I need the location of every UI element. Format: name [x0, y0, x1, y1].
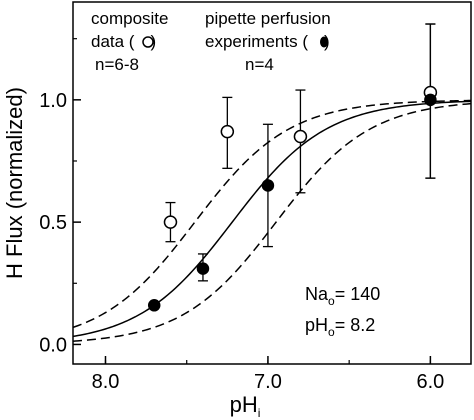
y-axis-ticks: 0.0 0.5 1.0	[39, 38, 81, 356]
open-data-point	[293, 129, 308, 144]
filled-data-point	[424, 93, 437, 107]
filled-data-point	[196, 262, 210, 275]
open-data-point	[220, 124, 235, 139]
pipette-legend-marker	[320, 36, 328, 48]
fit-curve-1	[72, 99, 472, 329]
error-bars	[165, 23, 436, 282]
pipette-n-label: n=4	[245, 55, 274, 74]
x-axis-ticks: 8.0 7.0 6.0	[92, 356, 444, 393]
y-tick-label: 1.0	[39, 90, 67, 112]
composite-legend-line1: composite	[91, 9, 168, 28]
open-data-point	[163, 215, 178, 229]
x-axis-label: pHi	[230, 392, 261, 420]
x-tick-label: 6.0	[416, 371, 444, 393]
x-tick-label: 7.0	[254, 371, 282, 393]
composite-n-label: n=6-8	[95, 55, 139, 74]
composite-legend-marker	[142, 36, 154, 48]
pipette-legend-line2: experiments ()	[205, 32, 330, 51]
data-points	[147, 85, 438, 312]
fit-curve-3	[72, 102, 472, 342]
ph-condition-label: pHo= 8.2	[305, 315, 375, 339]
y-axis-label: H Flux (normalized)	[2, 87, 27, 279]
y-tick-label: 0.0	[39, 334, 67, 356]
pipette-legend-line1: pipette perfusion	[205, 9, 331, 28]
y-tick-label: 0.5	[39, 212, 67, 234]
fit-curve-2	[72, 100, 472, 338]
filled-data-point	[147, 299, 161, 312]
na-condition-label: Nao= 140	[305, 284, 380, 308]
fit-curves	[72, 99, 472, 342]
x-tick-label: 8.0	[92, 371, 120, 393]
plot-frame	[72, 1, 472, 365]
filled-data-point	[261, 179, 275, 192]
